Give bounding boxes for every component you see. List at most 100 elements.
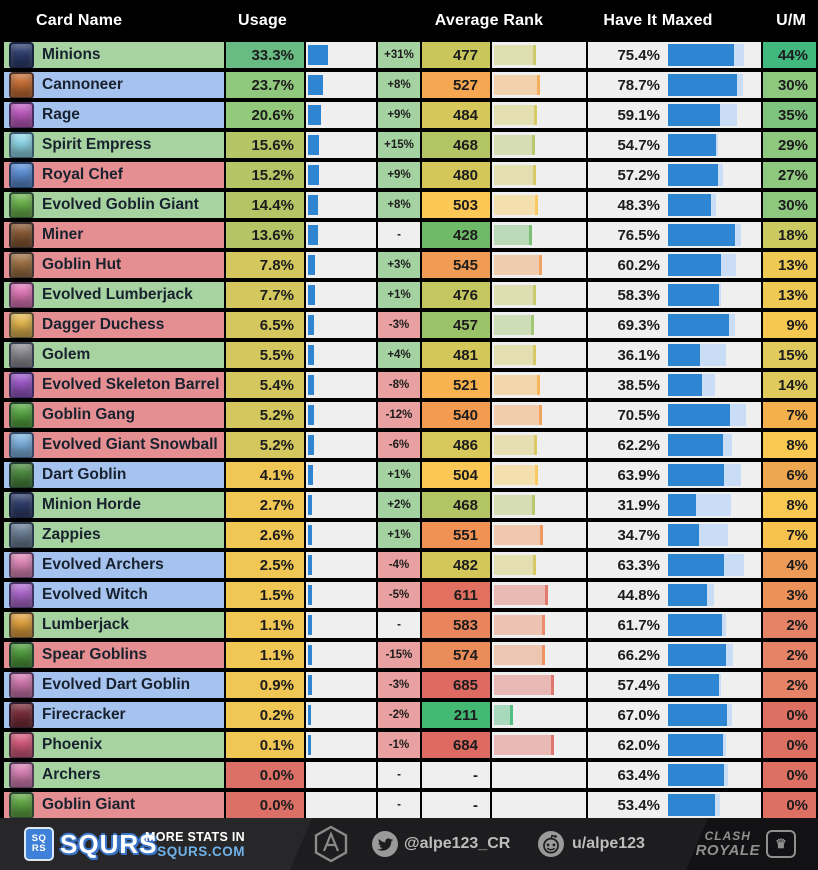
card-name-cell: Evolved Goblin Giant — [4, 192, 224, 218]
avg-rank-cell: 684 — [422, 732, 490, 758]
maxed-bar — [668, 434, 733, 456]
maxed-value: 76.5% — [617, 226, 660, 244]
rank-bar — [494, 285, 536, 305]
avg-rank-cell: 685 — [422, 672, 490, 698]
usage-trend-cell: - — [378, 612, 420, 638]
usage-bar-cell — [306, 552, 376, 578]
usage-trend-cell: -15% — [378, 642, 420, 668]
card-name-cell: Goblin Giant — [4, 792, 224, 818]
table-row: Zappies 2.6% +1% 551 34.7% 7% — [4, 522, 816, 548]
card-name: Evolved Dart Goblin — [42, 676, 191, 693]
more-stats-block: MORE STATS IN SQURS.COM — [145, 818, 245, 870]
card-icon — [9, 342, 34, 368]
usage-value-cell: 7.7% — [226, 282, 304, 308]
card-name-cell: Evolved Archers — [4, 552, 224, 578]
card-icon — [9, 732, 34, 758]
usage-trend-cell: +1% — [378, 282, 420, 308]
rank-bar-cell — [492, 282, 586, 308]
card-name-cell: Minions — [4, 42, 224, 68]
avg-rank-cell: 583 — [422, 612, 490, 638]
usage-bar — [308, 705, 312, 725]
rank-bar-cell — [492, 642, 586, 668]
table-row: Evolved Giant Snowball 5.2% -6% 486 62.2… — [4, 432, 816, 458]
um-cell: 0% — [763, 762, 816, 788]
card-icon — [9, 492, 34, 518]
card-name-cell: Golem — [4, 342, 224, 368]
rank-bar-cell — [492, 342, 586, 368]
um-cell: 35% — [763, 102, 816, 128]
maxed-cell: 31.9% — [588, 492, 761, 518]
rank-bar-cell — [492, 252, 586, 278]
rank-bar-cell — [492, 192, 586, 218]
maxed-cell: 63.9% — [588, 462, 761, 488]
maxed-bar — [668, 44, 745, 66]
usage-value-cell: 20.6% — [226, 102, 304, 128]
maxed-cell: 60.2% — [588, 252, 761, 278]
maxed-value: 60.2% — [617, 256, 660, 274]
avg-rank-cell: 521 — [422, 372, 490, 398]
table-row: Archers 0.0% - - 63.4% 0% — [4, 762, 816, 788]
rank-bar — [494, 165, 537, 185]
usage-trend-cell: +4% — [378, 342, 420, 368]
maxed-value: 69.3% — [617, 316, 660, 334]
usage-bar — [308, 285, 315, 305]
maxed-cell: 66.2% — [588, 642, 761, 668]
maxed-cell: 62.2% — [588, 432, 761, 458]
usage-value-cell: 1.5% — [226, 582, 304, 608]
card-icon — [9, 522, 34, 548]
stats-table-body: Minions 33.3% +31% 477 75.4% 44% Cannone… — [0, 42, 818, 818]
usage-trend-cell: - — [378, 792, 420, 818]
table-header: Card Name Usage Average Rank Have It Max… — [0, 0, 818, 42]
card-name-cell: Spirit Empress — [4, 132, 224, 158]
card-icon — [9, 792, 34, 818]
card-name: Rage — [42, 106, 80, 123]
usage-trend-cell: -4% — [378, 552, 420, 578]
maxed-value: 63.9% — [617, 466, 660, 484]
rank-bar-cell — [492, 702, 586, 728]
maxed-cell: 78.7% — [588, 72, 761, 98]
card-name-cell: Evolved Dart Goblin — [4, 672, 224, 698]
maxed-value: 61.7% — [617, 616, 660, 634]
rank-bar — [494, 525, 543, 545]
card-name: Minion Horde — [42, 496, 142, 513]
usage-trend-cell: +8% — [378, 192, 420, 218]
avg-rank-cell: 477 — [422, 42, 490, 68]
maxed-value: 66.2% — [617, 646, 660, 664]
table-row: Minions 33.3% +31% 477 75.4% 44% — [4, 42, 816, 68]
usage-trend-cell: -1% — [378, 732, 420, 758]
twitter-handle: @alpe123_CR — [404, 835, 511, 852]
maxed-bar — [668, 464, 741, 486]
usage-bar — [308, 495, 313, 515]
usage-bar — [308, 315, 315, 335]
header-usage: Usage — [238, 12, 288, 29]
usage-bar — [308, 345, 314, 365]
table-row: Rage 20.6% +9% 484 59.1% 35% — [4, 102, 816, 128]
avg-rank-cell: 527 — [422, 72, 490, 98]
usage-bar — [308, 735, 311, 755]
rank-bar — [494, 315, 535, 335]
rank-bar-cell — [492, 762, 586, 788]
rank-bar-cell — [492, 402, 586, 428]
reddit-handle: u/alpe123 — [572, 835, 645, 852]
card-name: Phoenix — [42, 736, 103, 753]
header-average-rank: Average Rank — [434, 12, 544, 29]
usage-trend-cell: -5% — [378, 582, 420, 608]
usage-trend-cell: -6% — [378, 432, 420, 458]
um-cell: 13% — [763, 252, 816, 278]
card-name: Miner — [42, 226, 84, 243]
rank-bar — [494, 225, 532, 245]
card-name-cell: Dagger Duchess — [4, 312, 224, 338]
more-stats-url: SQURS.COM — [157, 843, 245, 859]
um-cell: 18% — [763, 222, 816, 248]
rank-bar-cell — [492, 372, 586, 398]
sqrs-logo-line2: RS — [31, 843, 47, 854]
maxed-value: 63.3% — [617, 556, 660, 574]
maxed-cell: 38.5% — [588, 372, 761, 398]
maxed-bar — [668, 404, 746, 426]
usage-value-cell: 2.5% — [226, 552, 304, 578]
um-cell: 8% — [763, 492, 816, 518]
card-icon — [9, 762, 34, 788]
usage-bar-cell — [306, 252, 376, 278]
um-cell: 6% — [763, 462, 816, 488]
card-name: Spear Goblins — [42, 646, 148, 663]
